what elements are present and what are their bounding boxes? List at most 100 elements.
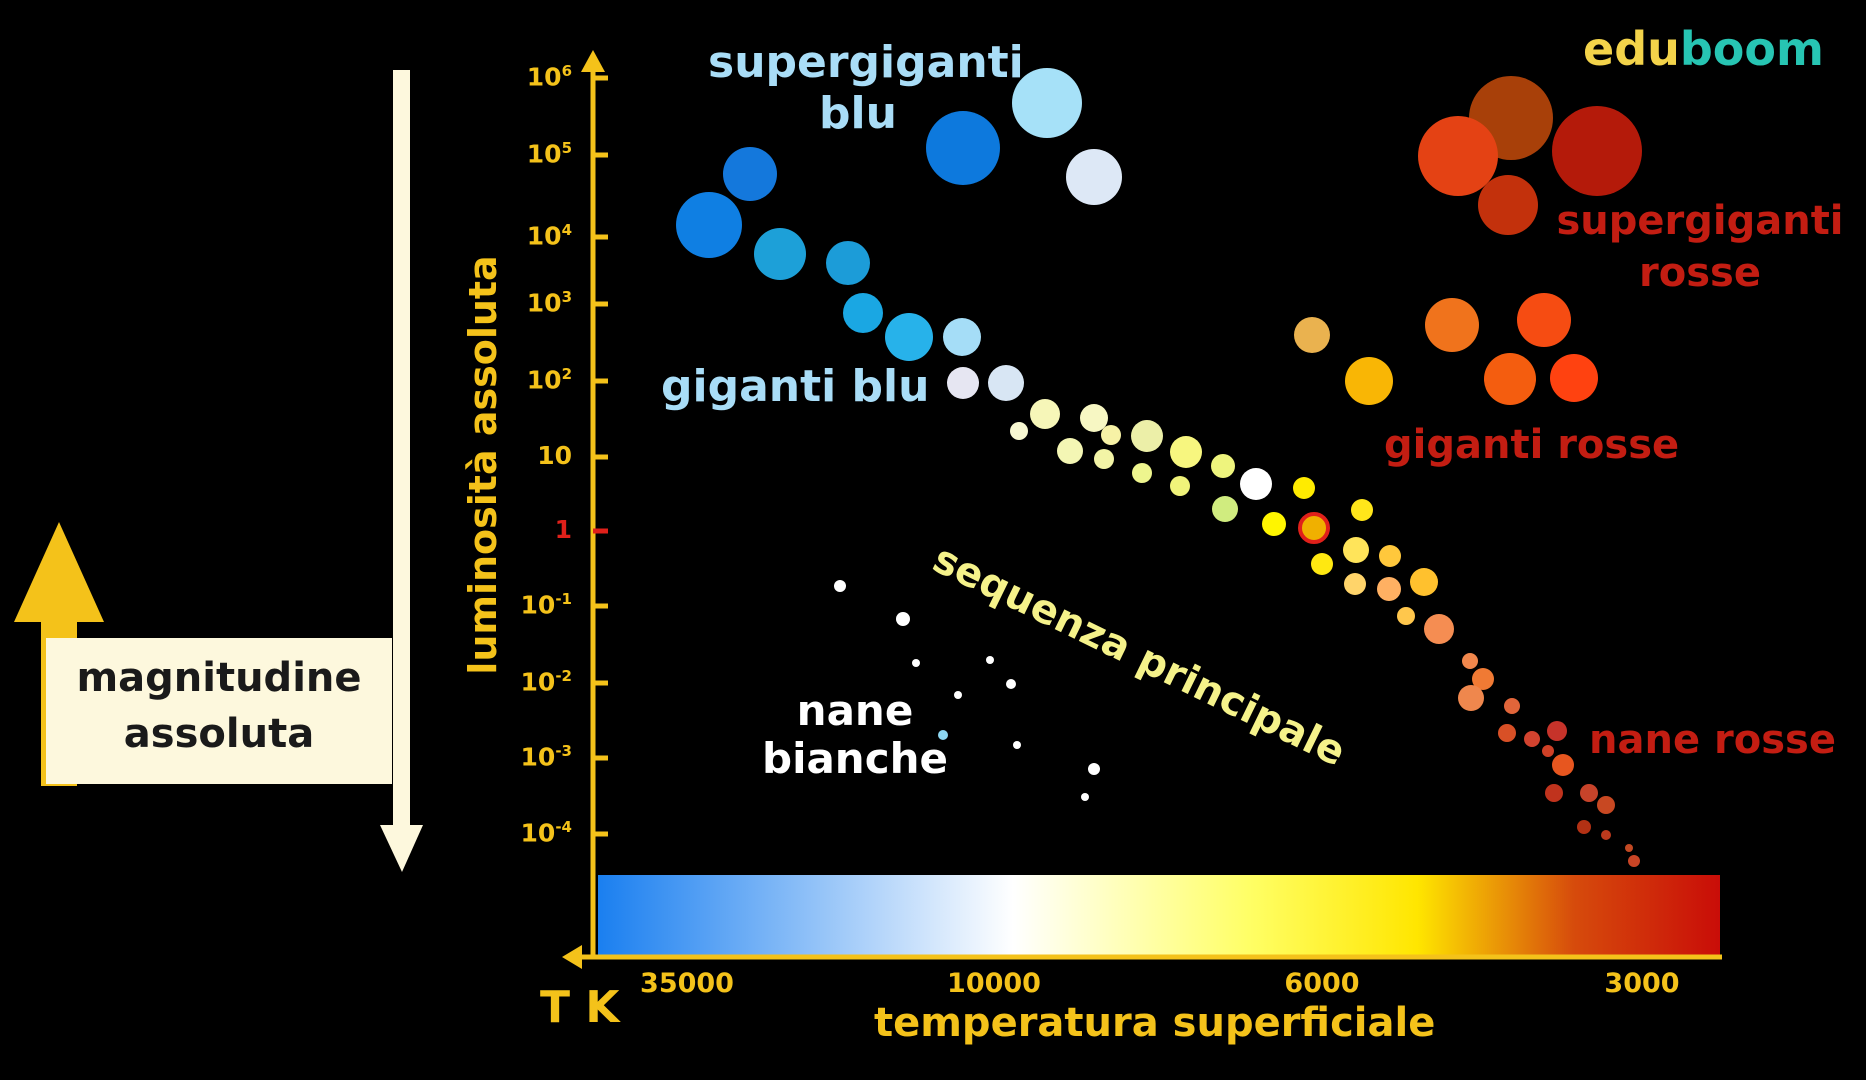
star-dot bbox=[1628, 855, 1640, 867]
star-dot bbox=[1262, 512, 1286, 536]
star-dot bbox=[1240, 468, 1272, 500]
star-dot bbox=[1478, 175, 1538, 235]
x-tick-label: 35000 bbox=[640, 968, 734, 999]
star-dot bbox=[754, 228, 806, 280]
x-tick-label: 3000 bbox=[1604, 968, 1680, 999]
star-dot bbox=[947, 367, 979, 399]
star-dot bbox=[1293, 477, 1315, 499]
star-dot bbox=[1601, 830, 1611, 840]
star-points bbox=[676, 68, 1642, 867]
star-dot bbox=[834, 580, 846, 592]
star-dot bbox=[1170, 436, 1202, 468]
star-dot bbox=[1088, 763, 1100, 775]
star-dot bbox=[1212, 496, 1238, 522]
star-dot bbox=[1066, 149, 1122, 205]
star-dot bbox=[1170, 476, 1190, 496]
x-axis-label: temperatura superficiale bbox=[874, 1000, 1436, 1046]
eduboom-logo: eduboom bbox=[1583, 22, 1824, 76]
y-axis bbox=[581, 50, 608, 958]
star-dot bbox=[1547, 721, 1567, 741]
star-dot bbox=[1030, 399, 1060, 429]
y-tick-label: 10-3 bbox=[520, 742, 572, 772]
star-dot bbox=[1462, 653, 1478, 669]
star-dot bbox=[1472, 668, 1494, 690]
star-dot bbox=[1010, 422, 1028, 440]
star-dot bbox=[843, 293, 883, 333]
y-tick-label: 103 bbox=[526, 288, 572, 318]
star-dot bbox=[1524, 731, 1540, 747]
star-dot bbox=[1484, 353, 1536, 405]
star-dot bbox=[896, 612, 910, 626]
y-tick-label: 102 bbox=[526, 365, 572, 395]
star-dot bbox=[1410, 568, 1438, 596]
region-label-white-dwarfs: nane bianche bbox=[762, 686, 948, 784]
star-dot bbox=[912, 659, 920, 667]
star-dot bbox=[986, 656, 994, 664]
star-dot bbox=[1625, 844, 1633, 852]
y-tick-label: 10-1 bbox=[520, 590, 572, 620]
star-dot bbox=[1351, 499, 1373, 521]
y-tick-label-sun: 1 bbox=[554, 515, 572, 544]
x-axis bbox=[562, 945, 1722, 969]
star-dot bbox=[1094, 449, 1114, 469]
region-label-red-giants: giganti rosse bbox=[1384, 422, 1680, 468]
star-dot bbox=[1345, 357, 1393, 405]
x-tick-label: 10000 bbox=[947, 968, 1041, 999]
star-dot bbox=[1057, 438, 1083, 464]
y-tick-label: 105 bbox=[526, 139, 572, 169]
star-dot bbox=[1458, 685, 1484, 711]
x-axis-unit: T K bbox=[540, 982, 620, 1033]
region-label-blue-giants: giganti blu bbox=[661, 361, 930, 412]
star-dot bbox=[1498, 724, 1516, 742]
star-dot bbox=[1101, 425, 1121, 445]
star-dot bbox=[1013, 741, 1021, 749]
region-label-red-supergiants: supergiganti rosse bbox=[1556, 198, 1844, 296]
star-dot bbox=[943, 318, 981, 356]
star-dot bbox=[1418, 116, 1498, 196]
star-dot bbox=[1577, 820, 1591, 834]
star-dot bbox=[954, 691, 962, 699]
star-dot bbox=[1132, 463, 1152, 483]
star-dot bbox=[1504, 698, 1520, 714]
star-dot bbox=[988, 365, 1024, 401]
star-dot bbox=[1424, 614, 1454, 644]
x-tick-label: 6000 bbox=[1284, 968, 1360, 999]
star-dot bbox=[1006, 679, 1016, 689]
star-dot bbox=[1550, 354, 1598, 402]
star-dot bbox=[1080, 404, 1108, 432]
star-dot bbox=[1542, 745, 1554, 757]
sun-marker bbox=[1298, 512, 1330, 544]
star-dot bbox=[1397, 607, 1415, 625]
star-dot bbox=[1343, 537, 1369, 563]
region-label-blue-supergiants: supergiganti blu bbox=[708, 37, 1024, 139]
temperature-color-bar bbox=[598, 875, 1720, 955]
star-dot bbox=[1211, 454, 1235, 478]
star-dot bbox=[1081, 793, 1089, 801]
star-dot bbox=[1294, 317, 1330, 353]
star-dot bbox=[1552, 754, 1574, 776]
star-dot bbox=[1311, 553, 1333, 575]
y-tick-label: 104 bbox=[526, 221, 572, 251]
region-label-red-dwarfs: nane rosse bbox=[1589, 717, 1836, 763]
star-dot bbox=[885, 313, 933, 361]
star-dot bbox=[826, 241, 870, 285]
y-tick-label: 10-4 bbox=[520, 818, 572, 848]
star-dot bbox=[1344, 573, 1366, 595]
star-dot bbox=[1377, 577, 1401, 601]
star-dot bbox=[1517, 293, 1571, 347]
star-dot bbox=[1545, 784, 1563, 802]
star-dot bbox=[676, 192, 742, 258]
star-dot bbox=[1580, 784, 1598, 802]
y-tick-label: 106 bbox=[526, 62, 572, 92]
magnitude-label: magnitudine assoluta bbox=[76, 655, 362, 757]
magnitude-label-box bbox=[46, 638, 392, 784]
star-dot bbox=[1425, 298, 1479, 352]
star-dot bbox=[723, 147, 777, 201]
star-dot bbox=[1552, 106, 1642, 196]
star-dot bbox=[1597, 796, 1615, 814]
star-dot bbox=[1012, 68, 1082, 138]
y-tick-label: 10-2 bbox=[520, 667, 572, 697]
star-dot bbox=[938, 730, 948, 740]
y-tick-label: 10 bbox=[537, 441, 572, 470]
